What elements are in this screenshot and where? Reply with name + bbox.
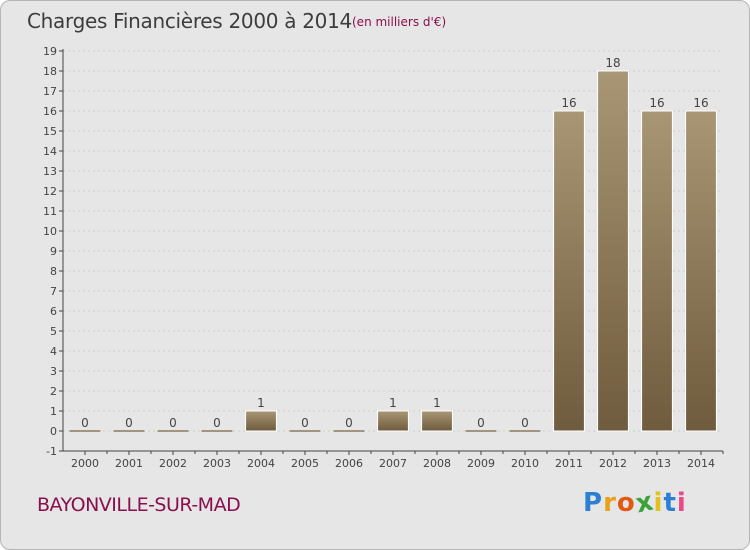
data-label: 1 — [389, 396, 397, 410]
data-label: 16 — [561, 96, 576, 110]
x-tick-label: 2013 — [643, 457, 671, 470]
y-tick-label: 11 — [43, 205, 57, 218]
data-label: 18 — [605, 56, 620, 70]
x-tick-label: 2002 — [159, 457, 187, 470]
bar — [421, 410, 453, 432]
x-tick-label: 2007 — [379, 457, 407, 470]
chart-subtitle: (en milliers d'€) — [352, 15, 447, 29]
logo-letter: i — [676, 488, 687, 518]
x-tick-label: 2014 — [687, 457, 715, 470]
bar — [597, 70, 629, 432]
proxiti-logo: Proxiti — [583, 486, 687, 519]
y-tick-label: 19 — [43, 45, 57, 58]
y-tick-label: 5 — [50, 325, 57, 338]
logo-letter: P — [583, 488, 604, 518]
bar — [245, 410, 277, 432]
data-label: 1 — [433, 396, 441, 410]
bar — [641, 110, 673, 432]
logo-letter: r — [603, 488, 617, 518]
data-label: 16 — [649, 96, 664, 110]
y-tick-label: 8 — [50, 265, 57, 278]
y-tick-label: 15 — [43, 125, 57, 138]
x-tick-label: 2000 — [71, 457, 99, 470]
x-tick-label: 2003 — [203, 457, 231, 470]
y-tick-label: 12 — [43, 185, 57, 198]
y-tick-label: 0 — [50, 425, 57, 438]
x-tick-label: 2012 — [599, 457, 627, 470]
logo-letter: t — [663, 488, 677, 518]
y-tick-label: 13 — [43, 165, 57, 178]
chart-title: Charges Financières 2000 à 2014 — [27, 9, 352, 33]
data-label: 0 — [345, 416, 353, 430]
y-tick-label: -1 — [46, 445, 57, 458]
y-tick-label: 14 — [43, 145, 57, 158]
data-label: 0 — [477, 416, 485, 430]
bar — [685, 110, 717, 432]
data-label: 0 — [521, 416, 529, 430]
data-label: 1 — [257, 396, 265, 410]
data-label: 0 — [125, 416, 133, 430]
y-tick-label: 2 — [50, 385, 57, 398]
y-tick-label: 3 — [50, 365, 57, 378]
bar — [377, 410, 409, 432]
data-label: 16 — [693, 96, 708, 110]
y-tick-label: 16 — [43, 105, 57, 118]
y-tick-label: 17 — [43, 85, 57, 98]
y-tick-label: 10 — [43, 225, 57, 238]
y-tick-label: 9 — [50, 245, 57, 258]
x-tick-label: 2011 — [555, 457, 583, 470]
y-tick-label: 4 — [50, 345, 57, 358]
y-tick-label: 18 — [43, 65, 57, 78]
y-tick-label: 6 — [50, 305, 57, 318]
y-tick-label: 1 — [50, 405, 57, 418]
x-tick-label: 2005 — [291, 457, 319, 470]
x-tick-label: 2010 — [511, 457, 539, 470]
logo-letter: i — [653, 488, 664, 518]
x-tick-label: 2004 — [247, 457, 275, 470]
y-tick-label: 7 — [50, 285, 57, 298]
place-name: BAYONVILLE-SUR-MAD — [37, 494, 241, 516]
data-label: 0 — [81, 416, 89, 430]
logo-letter: o — [616, 488, 636, 518]
x-tick-label: 2008 — [423, 457, 451, 470]
data-label: 0 — [301, 416, 309, 430]
x-tick-label: 2001 — [115, 457, 143, 470]
data-label: 0 — [169, 416, 177, 430]
data-label: 0 — [213, 416, 221, 430]
bar — [553, 110, 585, 432]
x-tick-label: 2006 — [335, 457, 363, 470]
x-tick-label: 2009 — [467, 457, 495, 470]
